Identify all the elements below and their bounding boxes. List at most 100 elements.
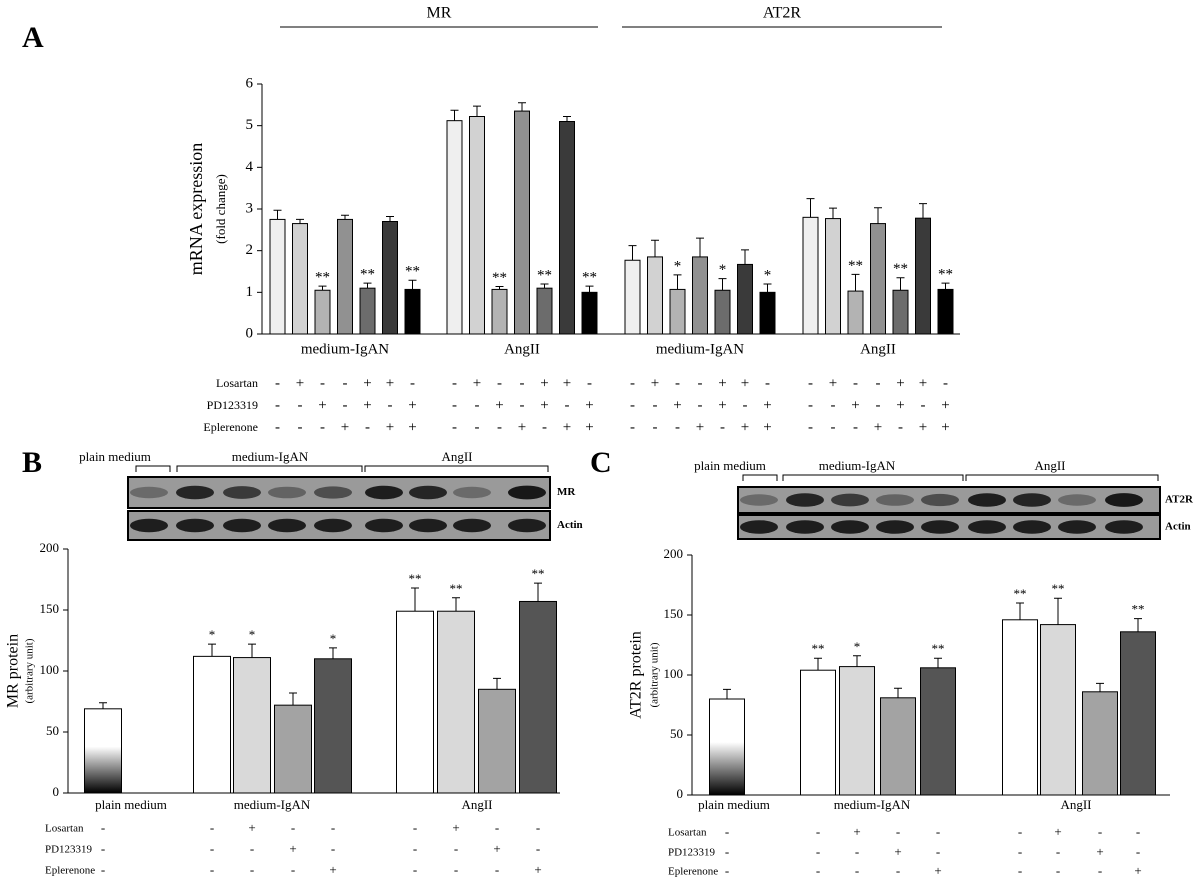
y-axis-sublabel: (fold change) [213, 174, 228, 244]
treatment-name: Eplerenone [45, 865, 95, 877]
treatment-sign: + [495, 397, 503, 413]
error-bar [473, 105, 481, 117]
error-bar [696, 237, 704, 257]
error-bar [1096, 682, 1104, 692]
treatment-name: Losartan [45, 823, 84, 835]
bar [1082, 691, 1118, 796]
treatment-sign: - [816, 863, 820, 878]
bar [491, 288, 508, 335]
treatment-sign: - [698, 375, 703, 391]
bar [382, 221, 398, 335]
error-bar [763, 283, 772, 293]
treatment-sign: - [675, 419, 680, 435]
x-tick-label: plain medium [698, 797, 770, 812]
bar [314, 289, 331, 335]
bar [892, 289, 909, 335]
error-bar [450, 109, 459, 121]
error-bar [829, 207, 837, 219]
treatment-sign: - [1136, 824, 1140, 839]
treatment-name: Eplerenone [203, 420, 258, 434]
treatment-sign: + [718, 397, 726, 413]
error-bar [411, 587, 419, 612]
treatment-sign: - [853, 419, 858, 435]
treatment-sign: + [534, 862, 541, 877]
blot-band [1058, 494, 1096, 506]
error-bar [329, 647, 337, 659]
error-bar [874, 207, 882, 224]
blot-band [176, 518, 214, 533]
treatment-sign: - [320, 419, 325, 435]
bar [337, 218, 353, 335]
treatment-sign: - [1098, 863, 1102, 878]
treatment-sign: + [1096, 844, 1103, 859]
significance: * [330, 631, 337, 646]
treatment-sign: - [331, 820, 335, 835]
treatment-name: PD123319 [668, 847, 716, 859]
significance: ** [1132, 602, 1145, 617]
treatment-sign: + [1134, 863, 1141, 878]
error-bar [99, 702, 107, 709]
treatment-sign: - [876, 397, 881, 413]
bar [839, 666, 875, 796]
y-tick-label: 3 [246, 200, 254, 216]
blot-row-label: MR [557, 486, 576, 498]
treatment-name: Eplerenone [668, 866, 718, 878]
treatment-name: PD123319 [45, 844, 93, 856]
treatment-sign: - [365, 419, 370, 435]
treatment-sign: + [651, 375, 659, 391]
bar [880, 697, 916, 796]
error-bar [741, 249, 749, 265]
significance: ** [1052, 581, 1065, 596]
significance: ** [893, 261, 908, 277]
x-tick-label: AngII [461, 797, 492, 812]
error-bar [1134, 618, 1142, 632]
treatment-sign: + [741, 375, 749, 391]
treatment-sign: - [452, 419, 457, 435]
bar [359, 287, 376, 335]
error-bar [408, 279, 417, 290]
blot-band [223, 486, 261, 499]
treatment-sign: + [934, 863, 941, 878]
blot-bracket [364, 465, 549, 472]
error-bar [723, 688, 731, 699]
blot-band [176, 485, 214, 500]
error-bar [248, 643, 256, 658]
treatment-sign: - [630, 419, 635, 435]
treatment-sign: + [408, 397, 416, 413]
treatment-sign: - [475, 397, 480, 413]
treatment-sign: - [943, 375, 948, 391]
bar [737, 263, 753, 335]
error-bar [495, 286, 504, 290]
treatment-sign: + [318, 397, 326, 413]
error-bar [386, 216, 394, 222]
blot-row-label: AT2R [1165, 494, 1194, 506]
error-bar [851, 273, 860, 292]
treatment-sign: - [587, 375, 592, 391]
y-tick-label: 150 [40, 601, 60, 616]
treatment-sign: - [855, 844, 859, 859]
treatment-sign: - [896, 824, 900, 839]
y-tick-label: 200 [664, 546, 684, 561]
treatment-sign: - [1098, 824, 1102, 839]
treatment-sign: + [341, 419, 349, 435]
bar [193, 655, 231, 794]
treatment-sign: + [829, 375, 837, 391]
treatment-sign: - [452, 397, 457, 413]
y-tick-label: 150 [664, 606, 684, 621]
treatment-sign: - [250, 862, 254, 877]
significance: ** [932, 641, 945, 656]
blot-band [453, 486, 491, 499]
significance: ** [532, 566, 545, 581]
treatment-sign: + [386, 375, 394, 391]
treatment-sign: - [275, 375, 280, 391]
treatment-sign: - [298, 397, 303, 413]
treatment-sign: - [936, 844, 940, 859]
bar [802, 216, 819, 335]
treatment-sign: - [876, 375, 881, 391]
blot-band [365, 485, 403, 500]
x-tick-label: medium-IgAN [656, 341, 744, 357]
bar [478, 688, 516, 794]
bar [446, 120, 463, 335]
treatment-sign: + [296, 375, 304, 391]
